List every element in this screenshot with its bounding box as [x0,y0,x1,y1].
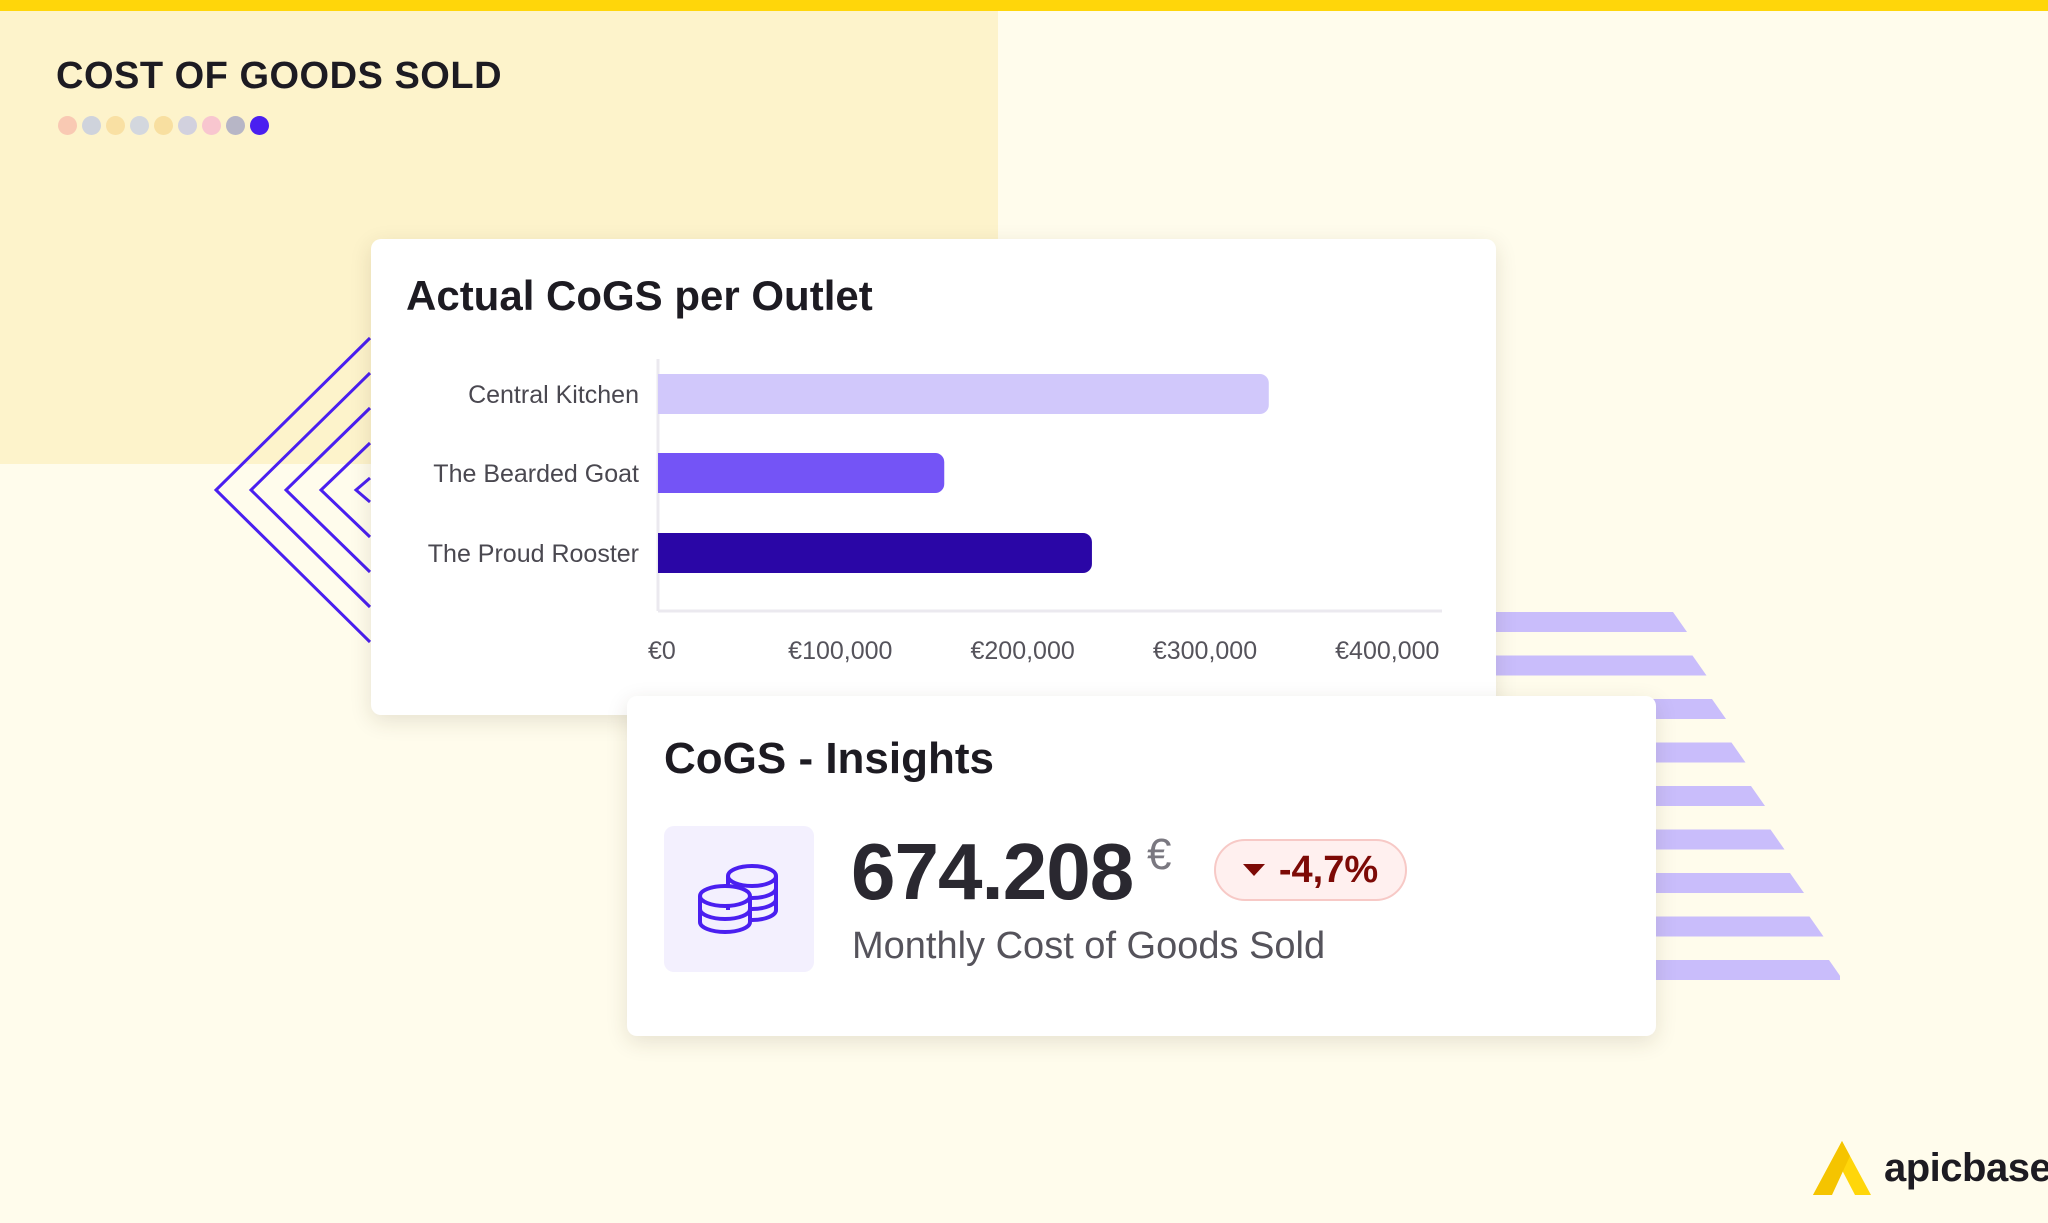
insights-card: CoGS - Insights 674.208 € -4,7% Monthly … [627,696,1656,1036]
bar [658,453,945,493]
color-dot [250,116,269,135]
x-tick-label: €100,000 [788,637,892,665]
category-label: Central Kitchen [468,381,639,409]
bar [658,533,1092,573]
category-label: The Proud Rooster [428,540,639,568]
deco-stripe [1460,655,1707,676]
category-label: The Bearded Goat [433,460,639,488]
page-title: COST OF GOODS SOLD [56,55,503,97]
x-tick-label: €300,000 [1153,637,1257,665]
change-value: -4,7% [1278,848,1379,891]
top-accent-stripe [0,0,2048,11]
chart-title: Actual CoGS per Outlet [406,272,873,319]
kpi-unit: € [1147,830,1172,879]
chart-card: Actual CoGS per Outlet Central Kitchen Th… [371,239,1496,715]
coins-icon-tile [664,826,814,972]
color-dots [58,116,269,135]
x-tick-label: €200,000 [971,637,1075,665]
apicbase-logo-icon [1813,1141,1871,1195]
x-tick-label: €400,000 [1335,637,1439,665]
color-dot [106,116,125,135]
color-dot [130,116,149,135]
insights-title: CoGS - Insights [664,734,994,783]
brand-name: apicbase [1884,1145,2048,1190]
kpi-value: 674.208 [851,827,1134,916]
kpi-label: Monthly Cost of Goods Sold [852,925,1326,967]
decorative-chevron-lines [213,336,372,644]
x-tick-label: €0 [648,637,676,665]
color-dot [58,116,77,135]
deco-stripe [1460,612,1687,632]
change-badge: -4,7% [1214,839,1407,901]
color-dot [202,116,221,135]
color-dot [82,116,101,135]
coins-icon [698,864,778,934]
brand-logo: apicbase [1812,1140,2048,1196]
bar-chart: Central Kitchen The Bearded Goat The Proud… [428,359,1442,665]
color-dot [154,116,173,135]
color-dot [178,116,197,135]
color-dot [226,116,245,135]
bar [658,374,1269,414]
arrow-down-icon [1242,864,1265,876]
